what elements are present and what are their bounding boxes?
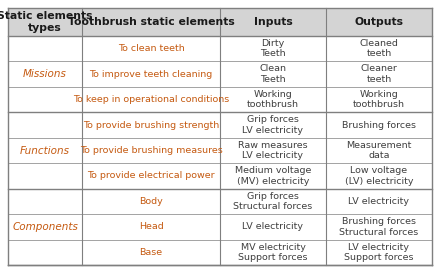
Text: Working
toothbrush: Working toothbrush	[353, 90, 405, 109]
Text: Grip forces
Structural forces: Grip forces Structural forces	[233, 192, 313, 211]
Text: Head: Head	[139, 222, 164, 231]
Text: Clean
Teeth: Clean Teeth	[260, 64, 286, 84]
Text: LV electricity
Support forces: LV electricity Support forces	[344, 243, 414, 262]
Text: Brushing forces: Brushing forces	[342, 121, 416, 130]
Text: Static elements
types: Static elements types	[0, 11, 93, 33]
Text: Toothbrush static elements: Toothbrush static elements	[68, 17, 235, 27]
Text: Working
toothbrush: Working toothbrush	[247, 90, 299, 109]
Text: Medium voltage
(MV) electricity: Medium voltage (MV) electricity	[235, 166, 311, 186]
Text: MV electricity
Support forces: MV electricity Support forces	[238, 243, 308, 262]
Text: Brushing forces
Structural forces: Brushing forces Structural forces	[339, 217, 418, 236]
Text: Dirty
Teeth: Dirty Teeth	[260, 39, 286, 58]
Text: To keep in operational conditions: To keep in operational conditions	[73, 95, 229, 104]
Text: Low voltage
(LV) electricity: Low voltage (LV) electricity	[345, 166, 413, 186]
Text: Inputs: Inputs	[253, 17, 292, 27]
Bar	[8, 8, 432, 36]
Text: Cleaned
teeth: Cleaned teeth	[359, 39, 399, 58]
Text: Body: Body	[139, 197, 163, 206]
Text: To improve teeth cleaning: To improve teeth cleaning	[89, 70, 213, 79]
Text: Functions: Functions	[20, 146, 70, 156]
Text: Measurement
data: Measurement data	[346, 141, 412, 160]
Text: Grip forces
LV electricity: Grip forces LV electricity	[242, 115, 304, 135]
Text: LV electricity: LV electricity	[348, 197, 410, 206]
Text: Base: Base	[139, 248, 163, 257]
Text: To provide electrical power: To provide electrical power	[87, 171, 215, 180]
Text: To provide brushing measures: To provide brushing measures	[80, 146, 223, 155]
Text: Raw measures
LV electricity: Raw measures LV electricity	[238, 141, 308, 160]
Text: Missions: Missions	[23, 69, 67, 79]
Text: Outputs: Outputs	[355, 17, 403, 27]
Text: To clean teeth: To clean teeth	[118, 44, 184, 53]
Text: Components: Components	[12, 222, 78, 232]
Text: To provide brushing strength: To provide brushing strength	[83, 121, 219, 130]
Text: Cleaner
teeth: Cleaner teeth	[360, 64, 397, 84]
Text: LV electricity: LV electricity	[242, 222, 304, 231]
